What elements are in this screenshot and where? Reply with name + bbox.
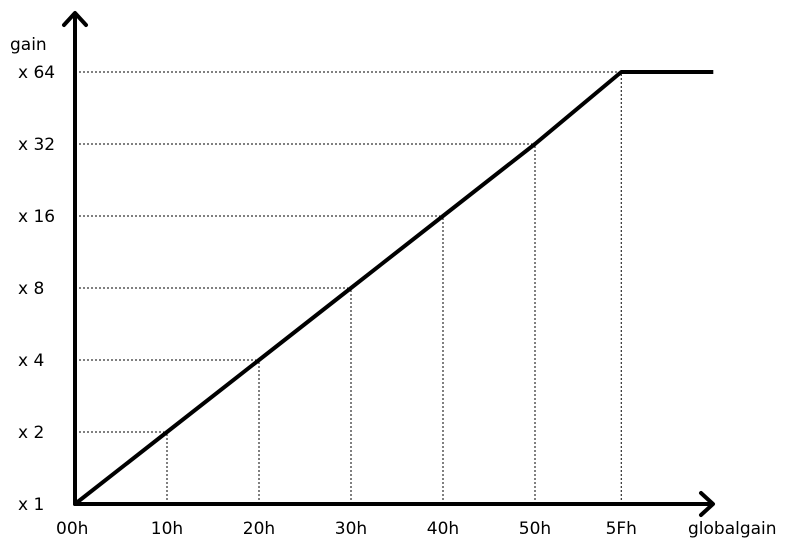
y-axis-arrowhead — [62, 11, 88, 27]
x-axis-label: globalgain — [688, 519, 777, 539]
x-tick-label: 5Fh — [606, 519, 637, 539]
x-tick-label: 10h — [151, 519, 183, 539]
y-tick-label: x 1 — [18, 495, 44, 515]
y-axis-label: gain — [10, 35, 47, 55]
y-tick-label: x 64 — [18, 63, 55, 83]
x-tick-label: 00h — [56, 519, 88, 539]
x-axis-arrowhead — [699, 491, 715, 517]
y-tick-label: x 16 — [18, 207, 55, 227]
y-tick-label: x 32 — [18, 135, 55, 155]
gain-line — [73, 70, 714, 506]
x-tick-label: 40h — [427, 519, 459, 539]
y-tick-label: x 4 — [18, 351, 44, 371]
x-tick-label: 20h — [243, 519, 275, 539]
guide-lines — [75, 71, 622, 504]
tick-labels: x 1 x 2 x 4 x 8 x 16 x 32 x 64 00h 10h 20h 30h 40h 5… — [18, 63, 637, 539]
y-tick-label: x 8 — [18, 279, 44, 299]
axes — [62, 11, 715, 517]
x-tick-label: 50h — [519, 519, 551, 539]
x-tick-label: 30h — [335, 519, 367, 539]
y-tick-label: x 2 — [18, 423, 44, 443]
